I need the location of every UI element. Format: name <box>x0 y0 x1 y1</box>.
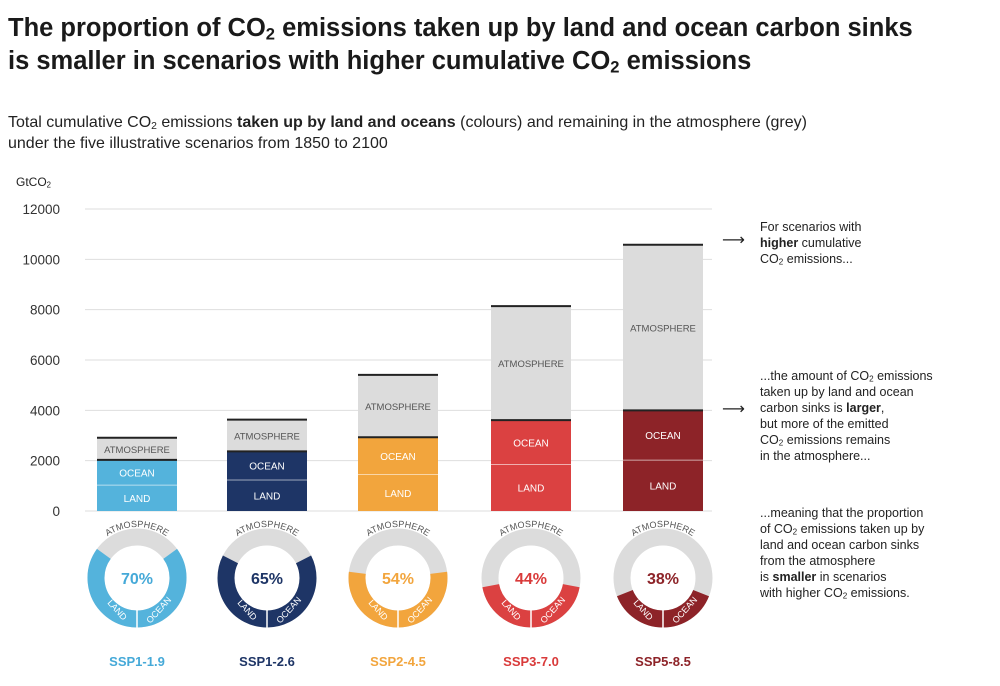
y-tick-label: 6000 <box>30 353 60 368</box>
annotation-higher-emissions: For scenarios with higher cumulative CO2… <box>760 220 862 267</box>
bar-land <box>358 474 438 511</box>
annotation-arrow-1: ⟶ <box>722 232 745 249</box>
y-tick-label: 4000 <box>30 403 60 418</box>
scenario-label: SSP1-1.9 <box>109 654 165 669</box>
bar-label-ocean: OCEAN <box>119 468 155 479</box>
bar-label-land: LAND <box>650 482 677 493</box>
bar-label-land: LAND <box>124 494 151 505</box>
chart-title: The proportion of CO2 emissions taken up… <box>8 14 913 77</box>
donut-percent: 44% <box>515 571 547 588</box>
annotation-arrow-2: ⟶ <box>722 401 745 418</box>
donut-percent: 65% <box>251 571 283 588</box>
bar-label-atmosphere: ATMOSPHERE <box>365 402 431 413</box>
bar-label-land: LAND <box>518 484 545 495</box>
donut-percent: 70% <box>121 571 153 588</box>
bar-label-atmosphere: ATMOSPHERE <box>104 445 170 456</box>
annotation-larger-uptake: ...the amount of CO2 emissions taken up … <box>760 369 933 463</box>
y-tick-label: 0 <box>52 504 60 519</box>
bar-atmosphere <box>97 437 177 460</box>
bar-label-atmosphere: ATMOSPHERE <box>630 324 696 335</box>
annotation-smaller-proportion: ...meaning that the proportion of CO2 em… <box>760 506 925 601</box>
donut-percent: 54% <box>382 571 414 588</box>
y-axis-unit: GtCO2 <box>16 175 52 190</box>
bar-label-atmosphere: ATMOSPHERE <box>234 432 300 443</box>
bar-land <box>491 464 571 511</box>
y-tick-label: 8000 <box>30 303 60 318</box>
y-tick-label: 12000 <box>22 202 60 217</box>
bar-land <box>97 485 177 511</box>
bar-label-ocean: OCEAN <box>380 452 416 463</box>
bar-atmosphere <box>623 244 703 411</box>
bar-land <box>623 460 703 511</box>
y-tick-label: 2000 <box>30 454 60 469</box>
y-tick-label: 10000 <box>22 252 60 267</box>
bar-ocean <box>623 410 703 461</box>
bar-label-ocean: OCEAN <box>249 462 285 473</box>
bar-label-ocean: OCEAN <box>513 438 549 449</box>
bar-atmosphere <box>491 306 571 421</box>
scenario-label: SSP1-2.6 <box>239 654 295 669</box>
bar-label-land: LAND <box>385 489 412 500</box>
donut-percent: 38% <box>647 571 679 588</box>
scenario-label: SSP5-8.5 <box>635 654 691 669</box>
scenario-label: SSP2-4.5 <box>370 654 426 669</box>
bar-atmosphere <box>227 419 307 452</box>
bar-label-land: LAND <box>254 492 281 503</box>
bar-label-ocean: OCEAN <box>645 431 681 442</box>
bar-ocean <box>491 420 571 465</box>
chart-subtitle: Total cumulative CO2 emissions taken up … <box>8 114 807 152</box>
bar-land <box>227 480 307 511</box>
bar-ocean <box>358 437 438 475</box>
scenario-label: SSP3-7.0 <box>503 654 559 669</box>
bar-ocean <box>227 451 307 481</box>
bar-ocean <box>97 459 177 486</box>
bar-label-atmosphere: ATMOSPHERE <box>498 359 564 370</box>
bar-atmosphere <box>358 374 438 438</box>
